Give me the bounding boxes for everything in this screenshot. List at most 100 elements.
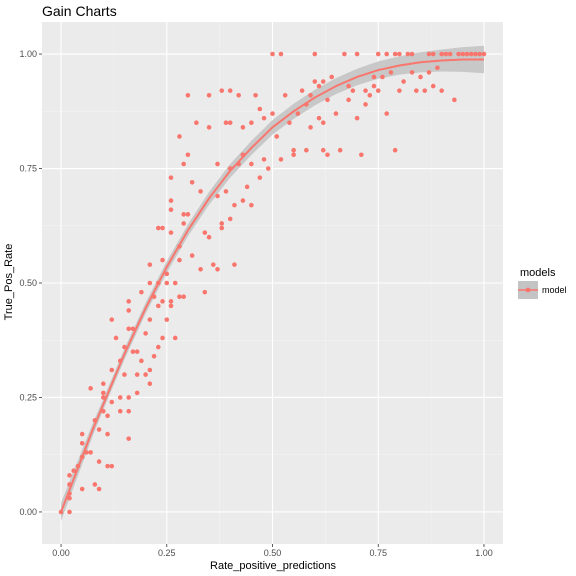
data-point bbox=[202, 230, 208, 235]
data-point bbox=[151, 353, 157, 359]
data-point bbox=[299, 88, 305, 93]
data-point bbox=[426, 51, 432, 57]
data-point bbox=[257, 175, 263, 180]
y-axis-title: True_Pos_Rate bbox=[3, 244, 15, 321]
data-point bbox=[79, 440, 85, 446]
data-point bbox=[101, 381, 106, 387]
data-point bbox=[130, 326, 136, 332]
data-point bbox=[134, 390, 140, 396]
data-point bbox=[177, 294, 182, 300]
data-point bbox=[126, 436, 132, 441]
data-point bbox=[337, 147, 343, 153]
data-point bbox=[88, 386, 93, 391]
data-point bbox=[101, 408, 106, 414]
data-point bbox=[185, 212, 191, 217]
data-point bbox=[215, 193, 220, 199]
data-point bbox=[426, 70, 432, 75]
data-point bbox=[206, 234, 212, 240]
legend-title: models bbox=[520, 267, 556, 279]
data-point bbox=[375, 51, 381, 57]
data-point bbox=[452, 97, 457, 103]
data-point bbox=[168, 299, 174, 304]
data-point bbox=[342, 51, 347, 57]
data-point bbox=[96, 486, 102, 492]
data-point bbox=[278, 157, 284, 162]
data-point bbox=[409, 70, 415, 75]
data-point bbox=[363, 88, 368, 93]
data-point bbox=[477, 51, 483, 57]
data-point bbox=[172, 335, 178, 341]
data-point bbox=[350, 88, 356, 93]
data-point bbox=[346, 83, 351, 89]
data-point bbox=[96, 427, 102, 432]
data-point bbox=[363, 102, 368, 107]
data-point bbox=[354, 51, 360, 57]
data-point bbox=[143, 331, 148, 336]
data-point bbox=[168, 198, 174, 203]
plot-panel bbox=[42, 22, 503, 544]
data-point bbox=[130, 349, 136, 354]
data-point bbox=[177, 134, 182, 139]
data-point bbox=[198, 266, 203, 272]
data-point bbox=[265, 166, 271, 171]
data-point bbox=[67, 473, 72, 478]
data-point bbox=[232, 202, 237, 208]
data-point bbox=[219, 221, 225, 226]
data-point bbox=[481, 51, 487, 57]
data-point bbox=[139, 358, 144, 364]
data-point bbox=[240, 125, 246, 130]
x-tick-label: 0.50 bbox=[264, 548, 282, 558]
data-point bbox=[160, 335, 165, 341]
data-point bbox=[113, 335, 119, 341]
data-point bbox=[126, 308, 132, 313]
data-point bbox=[147, 280, 153, 286]
data-point bbox=[430, 83, 436, 89]
data-point bbox=[346, 97, 351, 103]
data-point bbox=[439, 88, 444, 93]
data-point bbox=[109, 317, 115, 322]
data-point bbox=[371, 83, 377, 89]
data-point bbox=[164, 271, 170, 277]
data-point bbox=[384, 111, 389, 116]
data-point bbox=[185, 152, 191, 158]
data-point bbox=[270, 111, 275, 116]
data-point bbox=[282, 92, 288, 98]
data-point bbox=[223, 120, 229, 126]
data-point bbox=[397, 88, 402, 93]
data-point bbox=[240, 198, 246, 203]
data-point bbox=[210, 262, 216, 267]
data-point bbox=[202, 289, 208, 295]
y-tick-label: 0.75 bbox=[19, 164, 37, 174]
data-point bbox=[160, 225, 165, 231]
data-point bbox=[460, 51, 466, 57]
data-point bbox=[126, 326, 132, 332]
data-point bbox=[464, 51, 470, 57]
data-point bbox=[371, 74, 377, 80]
data-point bbox=[249, 120, 254, 126]
data-point bbox=[304, 147, 309, 153]
data-point bbox=[291, 152, 296, 158]
data-point bbox=[105, 463, 110, 469]
data-point bbox=[156, 225, 161, 231]
data-point bbox=[418, 74, 423, 80]
x-tick-label: 0.75 bbox=[369, 548, 387, 558]
data-point bbox=[354, 115, 360, 121]
data-point bbox=[206, 92, 212, 98]
data-point bbox=[249, 202, 254, 208]
data-point bbox=[109, 463, 115, 469]
data-point bbox=[79, 431, 85, 437]
data-point bbox=[139, 289, 144, 295]
data-point bbox=[122, 372, 127, 377]
data-point bbox=[227, 216, 233, 222]
x-axis-title: Rate_positive_predictions bbox=[210, 560, 336, 572]
data-point bbox=[219, 225, 225, 231]
legend: models model bbox=[518, 267, 567, 299]
data-point bbox=[164, 280, 170, 286]
data-point bbox=[101, 395, 106, 400]
y-tick-label: 0.50 bbox=[19, 278, 37, 288]
data-point bbox=[287, 120, 292, 126]
data-point bbox=[71, 468, 77, 474]
data-point bbox=[388, 70, 394, 75]
data-point bbox=[236, 92, 241, 98]
data-point bbox=[405, 51, 411, 57]
